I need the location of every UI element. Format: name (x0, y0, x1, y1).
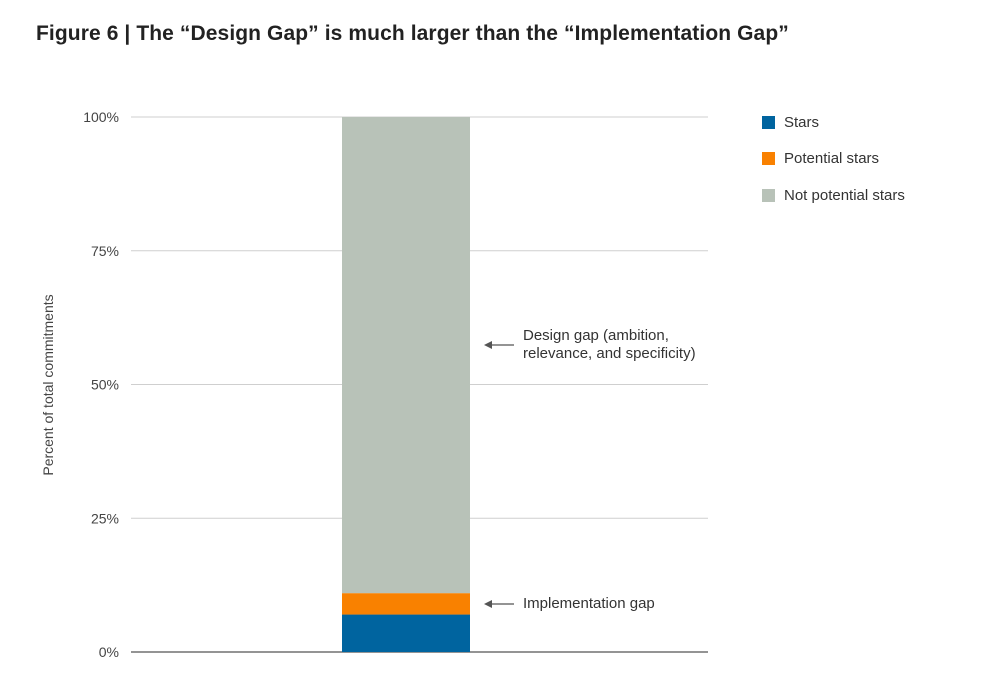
bar-segment-stars (342, 614, 470, 652)
y-tick-label: 75% (91, 243, 119, 259)
legend: Stars Potential stars Not potential star… (762, 113, 905, 223)
annotation-design-gap: Design gap (ambition, relevance, and spe… (523, 327, 696, 363)
y-axis-ticks: 0% 25% 50% 75% 100% (83, 109, 119, 660)
annotation-design-gap-line1: Design gap (ambition, (523, 327, 669, 344)
legend-label-not-potential-stars: Not potential stars (784, 186, 905, 204)
annotation-implementation-gap: Implementation gap (523, 595, 655, 613)
legend-swatch-potential-stars (762, 152, 775, 165)
annotation-arrow (484, 600, 514, 608)
annotation-design-gap-line2: relevance, and specificity) (523, 345, 696, 362)
bar-segment-potential-stars (342, 593, 470, 615)
annotation-arrow (484, 341, 514, 349)
bar-stack (342, 117, 470, 652)
y-tick-label: 100% (83, 109, 119, 125)
legend-item-stars: Stars (762, 113, 905, 131)
y-tick-label: 0% (99, 644, 119, 660)
legend-swatch-not-potential-stars (762, 188, 775, 202)
chart-title: Figure 6 | The “Design Gap” is much larg… (36, 22, 789, 45)
legend-label-stars: Stars (784, 113, 820, 131)
legend-label-potential-stars: Potential stars (784, 150, 880, 167)
legend-item-not-potential-stars: Not potential stars (762, 186, 905, 204)
y-tick-label: 50% (91, 377, 119, 393)
y-axis-label: Percent of total commitments (40, 294, 56, 475)
legend-swatch-stars (762, 115, 775, 129)
bar-segment-not-potential-stars (342, 117, 470, 594)
annotation-arrows (484, 341, 514, 608)
legend-item-potential-stars: Potential stars (762, 150, 905, 168)
y-tick-label: 25% (91, 510, 119, 526)
annotation-implementation-gap-line1: Implementation gap (523, 595, 655, 612)
